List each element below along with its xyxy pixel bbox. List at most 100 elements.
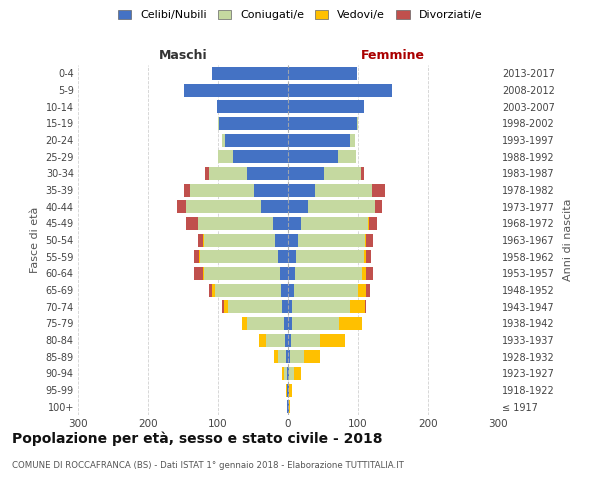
Bar	[288, 317, 292, 330]
Bar	[275, 234, 288, 246]
Text: Maschi: Maschi	[158, 48, 208, 62]
Bar	[288, 384, 289, 396]
Bar	[254, 184, 288, 196]
Bar	[365, 234, 367, 246]
Bar	[288, 100, 364, 113]
Bar	[289, 367, 293, 380]
Text: COMUNE DI ROCCAFRANCA (BS) - Dati ISTAT 1° gennaio 2018 - Elaborazione TUTTITALI: COMUNE DI ROCCAFRANCA (BS) - Dati ISTAT …	[12, 460, 404, 469]
Bar	[301, 217, 368, 230]
Bar	[284, 317, 288, 330]
Bar	[288, 84, 392, 96]
Bar	[288, 67, 356, 80]
Bar	[308, 200, 375, 213]
Text: Femmine: Femmine	[361, 48, 425, 62]
Bar	[184, 184, 190, 196]
Bar	[288, 200, 308, 213]
Bar	[217, 100, 288, 113]
Bar	[199, 217, 272, 230]
Bar	[288, 167, 325, 180]
Bar	[320, 334, 346, 346]
Bar	[288, 400, 289, 413]
Bar	[367, 267, 373, 280]
Bar	[288, 334, 291, 346]
Bar	[292, 317, 339, 330]
Bar	[209, 284, 212, 296]
Bar	[284, 367, 287, 380]
Bar	[288, 184, 314, 196]
Y-axis label: Anni di nascita: Anni di nascita	[563, 198, 574, 281]
Bar	[288, 117, 356, 130]
Bar	[364, 250, 366, 263]
Bar	[366, 250, 371, 263]
Bar	[178, 200, 186, 213]
Bar	[283, 300, 288, 313]
Bar	[358, 284, 367, 296]
Bar	[193, 250, 199, 263]
Bar	[290, 350, 304, 363]
Bar	[287, 384, 288, 396]
Bar	[220, 117, 288, 130]
Bar	[266, 334, 285, 346]
Bar	[288, 134, 350, 146]
Bar	[288, 284, 293, 296]
Bar	[293, 367, 301, 380]
Bar	[233, 150, 288, 163]
Bar	[281, 284, 288, 296]
Bar	[224, 300, 228, 313]
Bar	[314, 184, 372, 196]
Bar	[274, 350, 277, 363]
Bar	[325, 167, 361, 180]
Bar	[278, 250, 288, 263]
Bar	[304, 350, 320, 363]
Bar	[272, 217, 288, 230]
Bar	[288, 367, 289, 380]
Bar	[289, 400, 290, 413]
Bar	[287, 400, 288, 413]
Bar	[286, 350, 288, 363]
Bar	[288, 150, 338, 163]
Bar	[221, 134, 225, 146]
Bar	[288, 267, 295, 280]
Bar	[372, 184, 385, 196]
Bar	[288, 217, 301, 230]
Bar	[209, 167, 247, 180]
Bar	[356, 117, 358, 130]
Bar	[288, 234, 298, 246]
Bar	[198, 234, 203, 246]
Bar	[280, 267, 288, 280]
Bar	[288, 250, 296, 263]
Bar	[350, 134, 355, 146]
Bar	[184, 84, 288, 96]
Bar	[194, 267, 203, 280]
Bar	[212, 284, 215, 296]
Bar	[200, 250, 278, 263]
Bar	[289, 384, 292, 396]
Bar	[215, 284, 281, 296]
Bar	[365, 300, 367, 313]
Bar	[277, 350, 286, 363]
Bar	[212, 67, 288, 80]
Bar	[199, 250, 200, 263]
Bar	[218, 150, 233, 163]
Bar	[247, 167, 288, 180]
Bar	[247, 317, 284, 330]
Legend: Celibi/Nubili, Coniugati/e, Vedovi/e, Divorziati/e: Celibi/Nubili, Coniugati/e, Vedovi/e, Di…	[113, 6, 487, 25]
Bar	[368, 217, 377, 230]
Bar	[203, 234, 204, 246]
Bar	[296, 250, 364, 263]
Bar	[205, 167, 209, 180]
Bar	[295, 267, 362, 280]
Bar	[292, 300, 350, 313]
Bar	[288, 350, 290, 363]
Y-axis label: Fasce di età: Fasce di età	[30, 207, 40, 273]
Bar	[262, 200, 288, 213]
Bar	[367, 234, 373, 246]
Bar	[186, 200, 262, 213]
Bar	[204, 234, 275, 246]
Bar	[225, 134, 288, 146]
Bar	[222, 300, 224, 313]
Bar	[350, 300, 365, 313]
Bar	[228, 300, 283, 313]
Bar	[362, 267, 367, 280]
Bar	[367, 284, 370, 296]
